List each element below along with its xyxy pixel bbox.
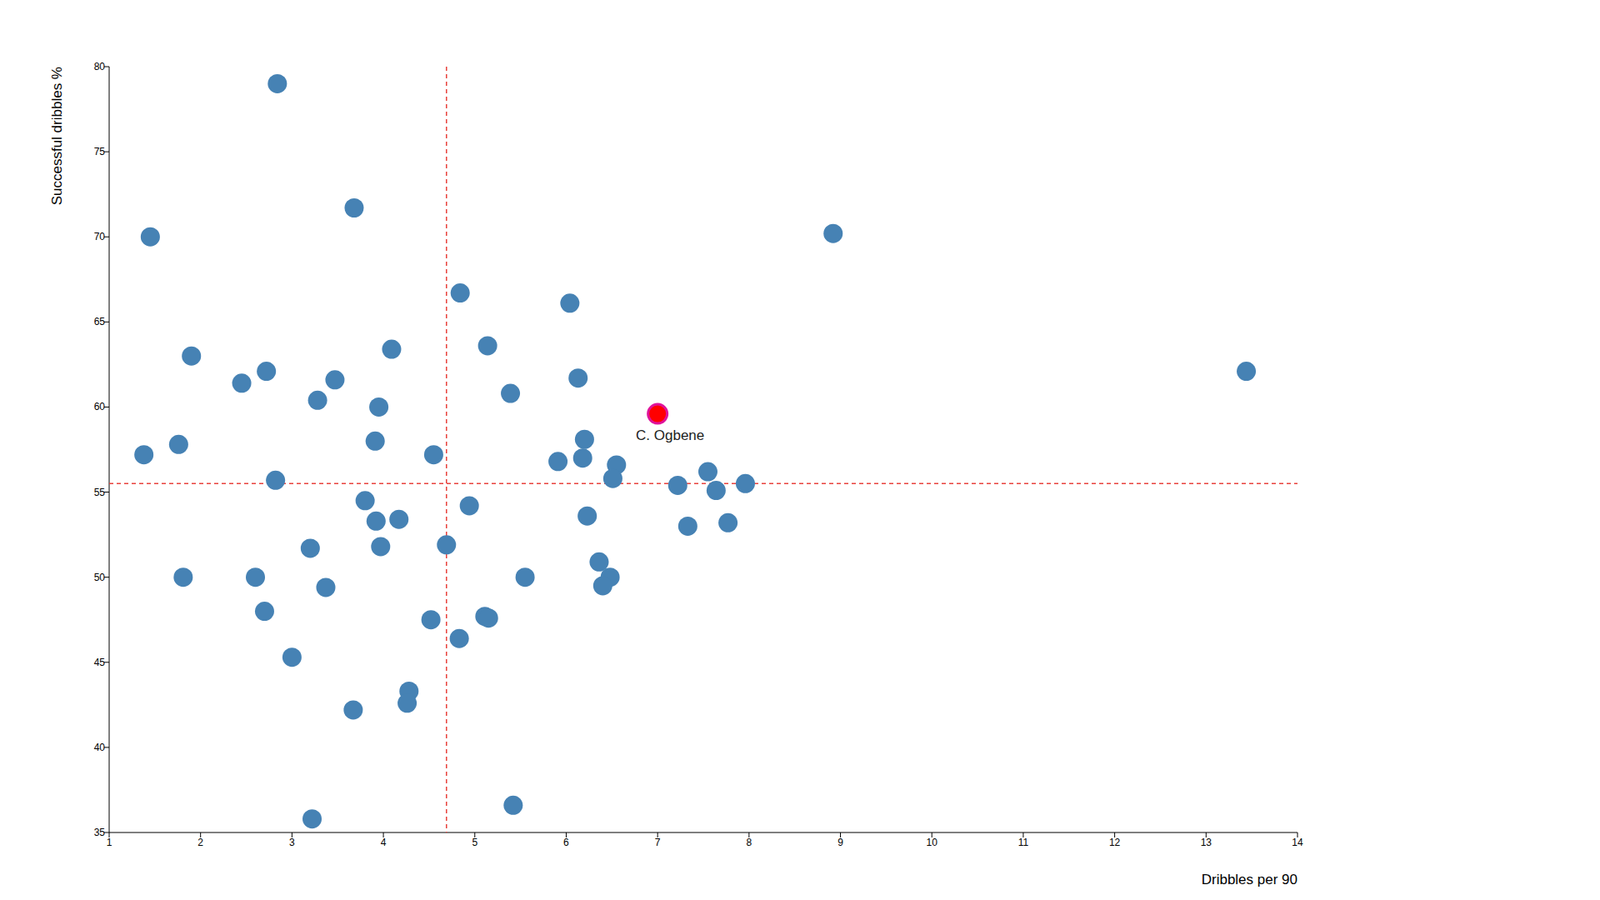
y-reference-line	[109, 483, 1298, 485]
scatter-point	[1236, 361, 1256, 381]
scatter-point	[173, 567, 193, 587]
scatter-point	[823, 224, 843, 244]
scatter-point	[589, 552, 609, 572]
y-axis-line	[109, 66, 110, 833]
scatter-point	[593, 575, 613, 595]
scatter-point	[134, 445, 154, 465]
y-tick-label: 50	[94, 571, 106, 584]
highlight-label: C. Ogbene	[635, 427, 705, 444]
scatter-point	[344, 198, 364, 218]
scatter-point	[389, 510, 409, 530]
scatter-point	[267, 74, 287, 94]
y-tick-label: 80	[94, 60, 106, 73]
scatter-point	[515, 567, 535, 587]
x-tick-label: 7	[655, 836, 661, 849]
scatter-point	[718, 513, 738, 533]
scatter-point	[369, 397, 389, 417]
scatter-point	[577, 506, 597, 526]
scatter-point	[169, 435, 189, 455]
scatter-point	[500, 384, 520, 404]
scatter-point	[315, 577, 335, 597]
scatter-point	[302, 809, 322, 829]
x-tick-label: 10	[926, 836, 939, 849]
scatter-point	[245, 567, 265, 587]
scatter-point	[232, 373, 252, 393]
y-tick-label: 35	[94, 826, 106, 839]
x-tick-label: 9	[837, 836, 844, 849]
highlight-point	[648, 404, 668, 424]
scatter-point	[575, 430, 595, 450]
scatter-point	[308, 390, 328, 410]
scatter-point	[568, 368, 588, 388]
x-reference-line	[445, 66, 448, 833]
chart: 123456789101112131435404550556065707580D…	[0, 0, 1600, 900]
scatter-point	[255, 601, 275, 621]
x-tick-label: 3	[289, 836, 295, 849]
x-tick-label: 5	[471, 836, 478, 849]
scatter-point	[181, 346, 201, 366]
scatter-point	[735, 474, 755, 494]
x-axis-line	[109, 832, 1298, 834]
scatter-point	[366, 511, 386, 531]
y-tick-label: 75	[94, 145, 106, 158]
scatter-point	[678, 516, 698, 536]
x-tick-label: 6	[563, 836, 570, 849]
scatter-point	[503, 795, 523, 815]
y-tick-label: 65	[94, 315, 106, 328]
scatter-point	[479, 608, 499, 628]
scatter-point	[381, 340, 401, 360]
x-tick-label: 11	[1018, 836, 1030, 849]
scatter-point	[421, 610, 441, 630]
scatter-point	[460, 495, 480, 515]
x-tick-label: 14	[1291, 836, 1304, 849]
scatter-point	[450, 629, 470, 649]
x-tick-label: 2	[197, 836, 204, 849]
scatter-point	[573, 448, 593, 468]
scatter-point	[365, 431, 385, 451]
scatter-point	[450, 283, 470, 303]
x-tick-label: 1	[106, 836, 113, 849]
scatter-point	[698, 462, 718, 482]
scatter-point	[603, 469, 623, 489]
scatter-point	[706, 480, 726, 500]
scatter-point	[256, 361, 276, 381]
scatter-point	[282, 647, 302, 667]
scatter-point	[343, 700, 363, 720]
scatter-point	[424, 445, 444, 465]
scatter-point	[478, 335, 498, 355]
scatter-point	[668, 475, 688, 495]
scatter-point	[355, 490, 375, 510]
y-tick-label: 40	[94, 741, 106, 754]
x-tick-label: 13	[1200, 836, 1213, 849]
scatter-point	[548, 451, 568, 471]
scatter-point	[397, 693, 417, 713]
y-tick-label: 60	[94, 400, 106, 413]
y-tick-label: 55	[94, 486, 106, 499]
x-axis-label: Dribbles per 90	[1201, 871, 1298, 888]
scatter-point	[325, 370, 345, 390]
x-tick-label: 4	[380, 836, 387, 849]
y-tick-label: 45	[94, 656, 106, 669]
y-tick-label: 70	[94, 230, 106, 243]
scatter-point	[370, 536, 390, 556]
scatter-point	[300, 538, 320, 558]
x-tick-label: 12	[1109, 836, 1121, 849]
scatter-point	[560, 293, 580, 313]
scatter-point	[436, 535, 456, 555]
plot-area	[109, 66, 1298, 833]
x-tick-label: 8	[746, 836, 753, 849]
y-axis-label: Successful dribbles %	[49, 66, 65, 205]
scatter-point	[140, 227, 160, 247]
scatter-point	[265, 470, 285, 490]
